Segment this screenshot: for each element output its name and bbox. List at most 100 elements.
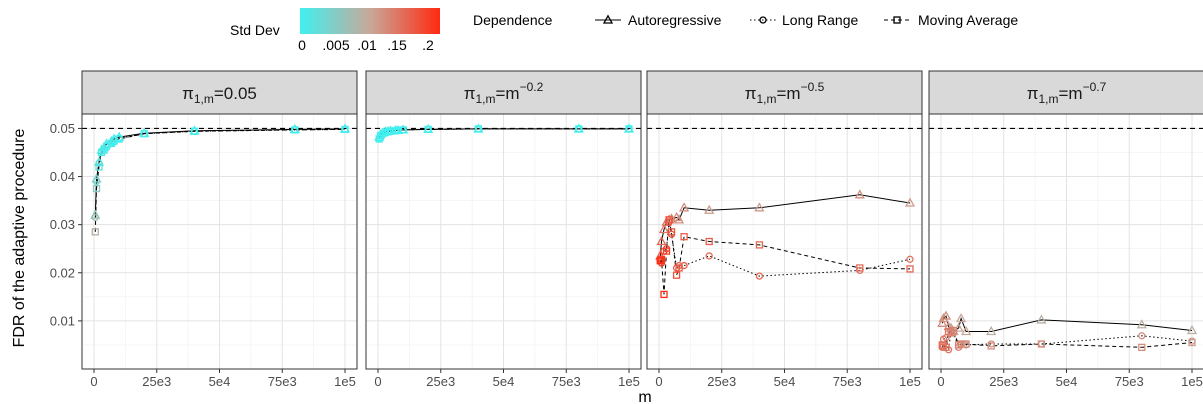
data-point-triangle bbox=[1036, 314, 1047, 324]
data-point-square bbox=[92, 184, 101, 193]
y-tick-label: 0.01 bbox=[50, 313, 75, 328]
data-point-square bbox=[91, 228, 99, 236]
data-point-triangle bbox=[938, 312, 949, 323]
data-point-triangle bbox=[704, 204, 715, 214]
data-point-triangle bbox=[658, 223, 670, 234]
x-tick-label: 25e3 bbox=[707, 374, 736, 389]
y-tick-label: 0.03 bbox=[50, 217, 75, 232]
data-point-square bbox=[675, 264, 683, 272]
x-tick-label: 5e4 bbox=[209, 374, 231, 389]
x-tick-label: 1e5 bbox=[899, 374, 921, 389]
x-tick-label: 1e5 bbox=[618, 374, 640, 389]
x-tick-label: 0 bbox=[90, 374, 97, 389]
data-point-square bbox=[949, 326, 958, 335]
data-point-square bbox=[665, 216, 673, 224]
facet-strip bbox=[928, 70, 1203, 115]
colorbar-tick-label: .01 bbox=[357, 37, 377, 53]
data-point-circle bbox=[705, 252, 713, 260]
data-point-triangle bbox=[937, 317, 948, 327]
x-axis-title: m bbox=[638, 389, 651, 404]
data-point-square bbox=[1138, 343, 1146, 351]
data-point-square bbox=[657, 255, 666, 263]
colorbar-title: Std Dev bbox=[230, 22, 280, 38]
facet-panels: π1,m=0.05 0 25e3 5e4 75e3 1e5 0.01 0.02 0.03 0.04… bbox=[50, 70, 1203, 389]
data-point-square bbox=[957, 340, 965, 348]
data-point-circle bbox=[95, 159, 103, 167]
x-tick-label: 75e3 bbox=[552, 374, 581, 389]
x-tick-label: 0 bbox=[374, 374, 381, 389]
legend-key-circle bbox=[750, 16, 776, 24]
data-point-square bbox=[906, 265, 914, 273]
legend-label: Autoregressive bbox=[628, 12, 722, 28]
data-point-square bbox=[115, 135, 123, 143]
data-point-square bbox=[1188, 338, 1196, 347]
data-point-triangle bbox=[754, 202, 765, 212]
data-point-triangle bbox=[955, 312, 967, 323]
facet-panel-1: π1,m=0.05 0 25e3 5e4 75e3 1e5 0.01 0.02 0.03 0.04… bbox=[50, 70, 358, 389]
data-point-square bbox=[656, 257, 664, 265]
series-line-triangle bbox=[659, 194, 911, 256]
y-tick-label: 0.02 bbox=[50, 265, 75, 280]
data-point-square bbox=[667, 228, 676, 236]
data-point-triangle bbox=[986, 325, 997, 336]
data-point-square bbox=[625, 125, 633, 133]
data-point-circle bbox=[755, 272, 764, 280]
facet-panel-2: π1,m=m−0.2 0 25e3 5e4 75e3 1e5 bbox=[365, 70, 642, 389]
data-point-square bbox=[672, 271, 681, 279]
data-point-triangle bbox=[960, 325, 972, 336]
x-tick-label: 25e3 bbox=[142, 374, 171, 389]
data-point-square bbox=[942, 343, 950, 351]
facet-strip-label: π1,m=m−0.2 bbox=[464, 80, 544, 106]
data-point-triangle bbox=[656, 235, 667, 246]
data-point-square bbox=[424, 125, 432, 134]
data-point-square bbox=[987, 342, 995, 350]
x-tick-label: 25e3 bbox=[426, 374, 455, 389]
colorbar-tick-label: .15 bbox=[387, 37, 407, 53]
data-point-circle bbox=[906, 255, 914, 263]
data-point-triangle bbox=[904, 197, 916, 207]
y-tick-label: 0.05 bbox=[50, 121, 75, 136]
x-tick-label: 25e3 bbox=[989, 374, 1018, 389]
data-point-square bbox=[394, 126, 402, 135]
data-point-square bbox=[341, 125, 349, 134]
facet-strip-label: π1,m=m−0.7 bbox=[1027, 80, 1107, 106]
data-point-circle bbox=[1138, 332, 1146, 340]
data-point-square bbox=[680, 233, 688, 241]
data-point-square bbox=[755, 241, 764, 249]
x-tick-label: 0 bbox=[937, 374, 944, 389]
x-tick-label: 0 bbox=[655, 374, 662, 389]
data-point-triangle bbox=[678, 202, 690, 212]
facet-strip-label: π1,m=0.05 bbox=[182, 84, 257, 106]
y-axis-title: FDR of the adaptive procedure bbox=[11, 129, 28, 348]
x-tick-label: 5e4 bbox=[493, 374, 515, 389]
data-point-square bbox=[140, 130, 148, 138]
data-point-square bbox=[291, 126, 299, 134]
data-point-square bbox=[190, 127, 199, 135]
x-tick-label: 1e5 bbox=[334, 374, 356, 389]
data-point-square bbox=[705, 237, 713, 246]
legend-key-square bbox=[884, 16, 910, 24]
data-point-square bbox=[399, 126, 407, 134]
data-point-square bbox=[95, 163, 103, 171]
legend-marker bbox=[893, 16, 901, 24]
colorbar-labels: 0 .005 .01 .15 .2 bbox=[298, 37, 434, 53]
data-point-square bbox=[474, 125, 483, 133]
colorbar-tick-label: 0 bbox=[298, 37, 306, 53]
dependence-legend-title: Dependence bbox=[473, 12, 553, 28]
legend-marker bbox=[602, 14, 614, 24]
colorbar-tick-label: .005 bbox=[322, 37, 349, 53]
data-point-triangle bbox=[854, 189, 865, 199]
data-point-square bbox=[660, 290, 668, 299]
x-tick-label: 75e3 bbox=[268, 374, 297, 389]
data-point-triangle bbox=[673, 214, 685, 224]
x-tick-label: 5e4 bbox=[774, 374, 796, 389]
x-tick-label: 5e4 bbox=[1056, 374, 1078, 389]
x-tick-label: 1e5 bbox=[1181, 374, 1203, 389]
facet-panel-4: π1,m=m−0.7 0 25e3 5e4 75e3 1e5 bbox=[928, 70, 1203, 389]
facet-strip bbox=[365, 70, 642, 115]
colorbar-gradient bbox=[300, 8, 440, 34]
dependence-legend: Dependence Autoregressive Long Range Movin… bbox=[473, 12, 1018, 28]
data-point-circle bbox=[91, 213, 99, 222]
facet-strip-label: π1,m=m−0.5 bbox=[745, 80, 825, 106]
